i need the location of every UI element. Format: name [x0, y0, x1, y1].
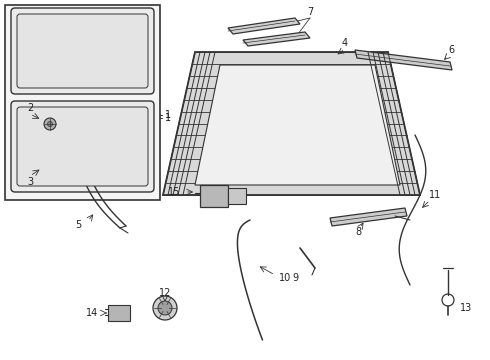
Circle shape: [44, 118, 56, 130]
FancyBboxPatch shape: [17, 107, 148, 186]
Text: 5: 5: [75, 220, 81, 230]
Text: 1: 1: [165, 113, 171, 123]
Text: 14: 14: [86, 308, 98, 318]
Text: 2: 2: [27, 103, 33, 113]
Text: 4: 4: [342, 38, 348, 48]
Bar: [108, 305, 130, 321]
Circle shape: [48, 122, 52, 126]
Text: 15: 15: [168, 187, 180, 197]
Text: 12: 12: [159, 288, 171, 298]
Polygon shape: [228, 18, 300, 34]
Polygon shape: [243, 32, 310, 46]
FancyBboxPatch shape: [17, 14, 148, 88]
FancyBboxPatch shape: [11, 8, 154, 94]
Polygon shape: [330, 208, 407, 226]
Text: 10: 10: [279, 273, 291, 283]
FancyBboxPatch shape: [11, 101, 154, 192]
Text: 1: 1: [165, 110, 171, 120]
Text: 6: 6: [448, 45, 454, 55]
Polygon shape: [355, 50, 452, 70]
Circle shape: [158, 301, 172, 315]
Polygon shape: [163, 52, 420, 195]
Text: 11: 11: [429, 190, 441, 200]
Bar: [200, 185, 228, 207]
Text: 3: 3: [27, 177, 33, 187]
Polygon shape: [195, 65, 400, 185]
Bar: [228, 188, 246, 204]
Circle shape: [153, 296, 177, 320]
Text: 9: 9: [292, 273, 298, 283]
Bar: [5, 5, 160, 200]
Text: 13: 13: [460, 303, 472, 313]
Text: 8: 8: [355, 227, 361, 237]
Text: 7: 7: [307, 7, 313, 17]
